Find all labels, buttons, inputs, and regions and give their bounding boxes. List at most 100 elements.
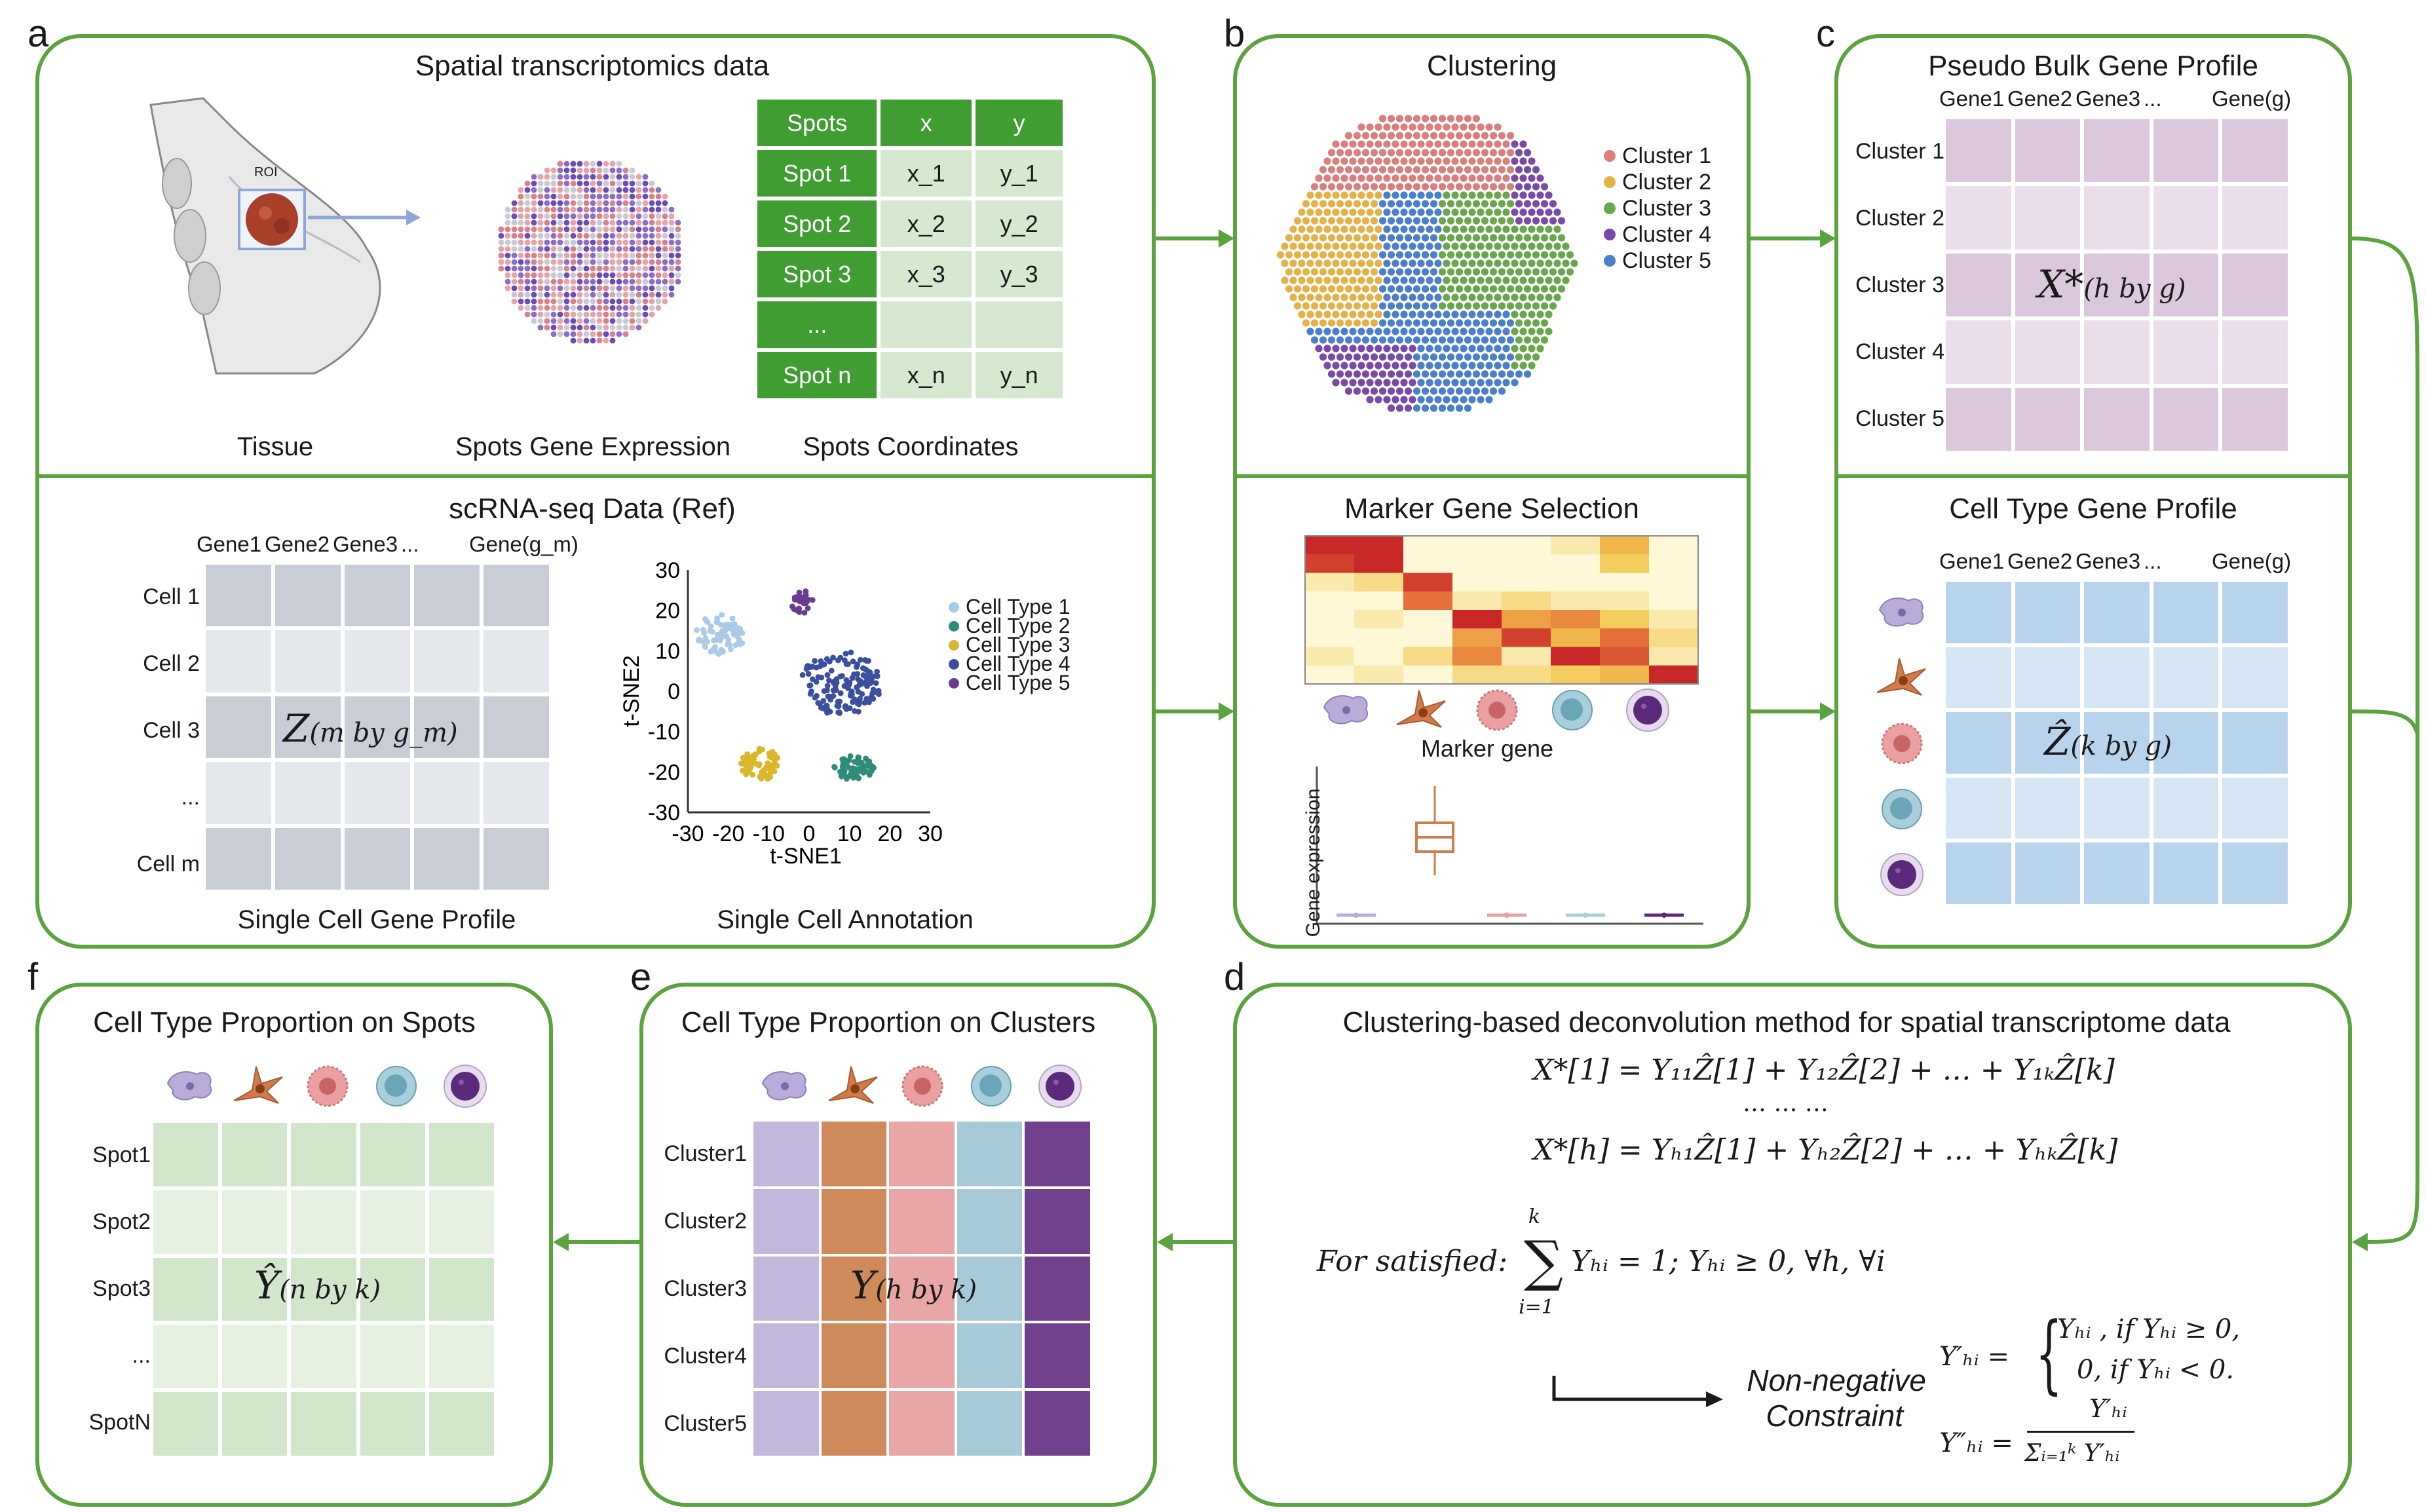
neuron-cell-icon: [828, 1066, 878, 1104]
cluster-spot: [1395, 166, 1404, 174]
cluster-spot: [1477, 174, 1485, 182]
expression-spot: [544, 167, 550, 174]
expression-spot: [622, 324, 629, 331]
cluster-spot: [1383, 345, 1391, 352]
expression-spot: [544, 265, 550, 272]
expression-spot: [550, 305, 557, 311]
cluster-spot: [1298, 225, 1306, 233]
cluster-spot: [1532, 285, 1540, 293]
row-label: Cell 1: [143, 584, 200, 609]
cluster-spot: [1434, 191, 1442, 199]
cluster-spot: [1374, 396, 1382, 404]
fibroblast-cell-icon: [761, 1071, 806, 1101]
cluster-spot: [1404, 404, 1412, 412]
cluster-spot: [1494, 140, 1502, 148]
heatmap-cell: [1305, 573, 1355, 592]
cluster-spot: [1451, 191, 1459, 199]
cluster-spot: [1464, 336, 1472, 344]
matrix-cell: [291, 1190, 356, 1254]
expression-spot: [557, 167, 563, 174]
expression-spot: [544, 180, 550, 187]
expression-spot: [596, 331, 603, 337]
cluster-spot: [1460, 345, 1468, 352]
nonneg-arrow: [1552, 1376, 1723, 1407]
heatmap-cell: [1649, 665, 1699, 685]
cluster-spot: [1460, 276, 1468, 284]
cluster-spot: [1366, 259, 1374, 267]
cluster-spot: [1481, 353, 1489, 361]
cluster-spot: [1349, 293, 1357, 301]
expression-spot: [557, 233, 563, 239]
expression-spot: [570, 305, 577, 311]
cluster-spot: [1340, 225, 1348, 233]
cluster-spot: [1540, 268, 1549, 276]
expression-spot: [583, 174, 590, 180]
expression-spot: [609, 246, 616, 252]
cluster-spot: [1451, 362, 1459, 369]
expression-spot: [609, 298, 616, 305]
matrix-cell: [206, 565, 271, 627]
cluster-spot: [1366, 311, 1374, 318]
cluster-spot: [1336, 166, 1344, 174]
cluster-spot: [1340, 259, 1348, 267]
expression-spot: [635, 278, 642, 285]
expression-spot: [577, 259, 583, 265]
expression-spot: [635, 174, 642, 180]
cluster-spot: [1451, 276, 1459, 284]
expression-spot: [596, 265, 603, 272]
coord-table-cell: y_1: [976, 150, 1063, 197]
expression-spot: [655, 239, 662, 246]
cluster-spot: [1485, 362, 1493, 369]
cluster-spot: [1489, 183, 1498, 191]
matrix-cell: [1025, 1323, 1090, 1389]
cluster-spot: [1366, 242, 1374, 250]
expression-spot: [524, 292, 531, 298]
cluster-spot: [1387, 200, 1395, 208]
cluster-spot: [1370, 387, 1378, 395]
gene-header: Gene3: [2075, 86, 2141, 111]
cluster-spot: [1383, 140, 1391, 148]
expression-spot: [590, 311, 596, 318]
cluster-spot: [1310, 302, 1319, 310]
cluster-spot: [1344, 234, 1353, 242]
cluster-spot: [1443, 362, 1450, 369]
expression-spot: [622, 206, 629, 213]
expression-spot: [583, 200, 590, 206]
heatmap-cell: [1354, 536, 1404, 555]
cluster-spot: [1426, 362, 1433, 369]
cluster-spot: [1370, 200, 1378, 208]
expression-spot: [649, 278, 655, 285]
cluster-spot: [1344, 200, 1353, 208]
cluster-spot: [1434, 174, 1442, 182]
expression-spot: [518, 265, 524, 272]
cluster-spot: [1515, 200, 1523, 208]
expression-spot: [537, 252, 544, 259]
expression-spot: [557, 193, 563, 200]
matrix-cell: [821, 1256, 887, 1321]
cluster-spot: [1438, 336, 1447, 344]
cluster-spot: [1523, 302, 1532, 310]
cluster-spot: [1409, 311, 1416, 318]
cluster-spot: [1315, 293, 1323, 301]
expression-spot: [590, 285, 596, 292]
spatial-title: Spatial transcriptomics data: [415, 50, 770, 82]
cluster-spot: [1506, 370, 1515, 378]
cluster-spot: [1477, 242, 1485, 250]
expression-spot: [590, 331, 596, 337]
cluster-spot: [1451, 396, 1459, 404]
cluster-spot: [1417, 174, 1425, 182]
expression-spot: [557, 246, 563, 252]
cluster-spot: [1485, 396, 1493, 404]
cluster-spot: [1374, 191, 1382, 199]
expression-spot: [531, 318, 537, 324]
cluster-spot: [1434, 208, 1442, 216]
cluster-spot: [1451, 379, 1459, 387]
cluster-spot: [1494, 208, 1502, 216]
expression-spot: [642, 200, 649, 206]
cluster-spot: [1455, 200, 1464, 208]
expression-spot: [563, 206, 570, 213]
cluster-spot: [1523, 183, 1532, 191]
heatmap-cell: [1354, 554, 1404, 573]
expression-spot: [583, 298, 590, 305]
expression-spot: [518, 233, 524, 239]
